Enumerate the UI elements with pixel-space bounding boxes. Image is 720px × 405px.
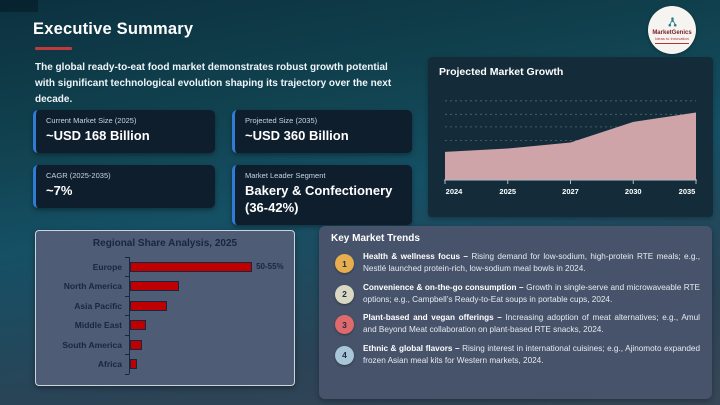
stat-label: Market Leader Segment [245, 170, 326, 180]
regional-share-card: Regional Share Analysis, 2025 Europe 50-… [35, 230, 295, 386]
bar-row-north-america: North America [46, 276, 284, 296]
company-logo: MarketGenics Ideas to Innovation [648, 6, 696, 54]
bar [130, 300, 168, 311]
stat-label: CAGR (2025-2035) [46, 170, 111, 180]
trend-item-2: 2 Convenience & on-the-go consumption – … [331, 282, 700, 307]
corner-accent [0, 0, 38, 12]
bar-category-label: Europe [92, 261, 122, 272]
bar [130, 359, 137, 370]
area-chart: 2024 2025 2027 2030 2035 [439, 82, 702, 198]
bar-row-europe: Europe 50-55% [46, 256, 284, 277]
x-tick-label: 2030 [625, 187, 642, 196]
bar-chart: Europe 50-55% North America Asia Pacific… [46, 256, 284, 374]
trend-title: Convenience & on-the-go consumption – [363, 282, 524, 292]
trend-number-badge: 4 [335, 345, 354, 365]
growth-chart-title: Projected Market Growth [439, 66, 564, 78]
key-market-trends-panel: Key Market Trends 1 Health & wellness fo… [319, 226, 712, 399]
trend-item-3: 3 Plant-based and vegan offerings – Incr… [331, 312, 700, 337]
trends-heading: Key Market Trends [331, 233, 420, 244]
trend-title: Plant-based and vegan offerings – [363, 313, 502, 323]
area-series [445, 112, 696, 180]
bar-category-label: South America [62, 339, 122, 350]
trend-body: Rising demand for low-sodium, high-prote… [363, 252, 700, 274]
stat-value: ~7% [46, 182, 73, 198]
stat-label: Current Market Size (2025) [46, 116, 137, 125]
bar-data-label: 50-55% [256, 262, 284, 272]
regional-chart-title: Regional Share Analysis, 2025 [92, 238, 238, 249]
stats-grid: Current Market Size (2025) ~USD 168 Bill… [33, 110, 413, 225]
bar-row-africa: Africa [46, 354, 284, 374]
molecule-icon [667, 17, 677, 27]
bar [130, 261, 253, 272]
trend-number-badge: 1 [335, 254, 354, 273]
bar [130, 339, 142, 350]
x-tick-label: 2024 [446, 187, 464, 196]
stat-value: ~USD 168 Billion [46, 128, 150, 143]
stat-card-cagr: CAGR (2025-2035) ~7% [33, 164, 215, 208]
page-title: Executive Summary [33, 20, 194, 38]
bar-category-label: Asia Pacific [74, 300, 122, 311]
x-tick-label: 2035 [679, 187, 696, 196]
stat-card-leader-segment: Market Leader Segment Bakery & Confectio… [232, 164, 412, 225]
trend-number-badge: 3 [335, 315, 354, 335]
stat-value: Bakery & Confectionery (36-42%) [245, 182, 393, 215]
area-chart-svg: 2024 2025 2027 2030 2035 [444, 100, 697, 196]
x-tick-label: 2025 [499, 187, 516, 196]
bar-category-label: Middle East [74, 320, 122, 331]
trend-title: Health & wellness focus – [363, 252, 468, 261]
bar-row-middle-east: Middle East [46, 315, 284, 335]
stat-card-current-market-size: Current Market Size (2025) ~USD 168 Bill… [33, 110, 215, 153]
stat-value: ~USD 360 Billion [245, 128, 349, 143]
bar-category-label: Africa [97, 359, 122, 370]
intro-text: The global ready-to-eat food market demo… [35, 62, 392, 105]
trend-body: Rising interest in international cuisine… [363, 343, 700, 366]
stat-label: Projected Size (2035) [245, 116, 318, 125]
x-tick-label: 2027 [562, 187, 579, 196]
trend-title: Ethnic & global flavors – [363, 343, 460, 353]
bar-category-label: North America [63, 281, 122, 292]
trend-body: Growth in single-serve and microwaveable… [363, 282, 700, 304]
stat-card-projected-size: Projected Size (2035) ~USD 360 Billion [232, 110, 412, 153]
trend-item-4: 4 Ethnic & global flavors – Rising inter… [331, 343, 700, 368]
trend-number-badge: 2 [335, 284, 354, 304]
title-underline [35, 47, 72, 50]
bar [130, 281, 179, 292]
trend-item-1: 1 Health & wellness focus – Rising deman… [331, 251, 700, 276]
bar-row-asia-pacific: Asia Pacific [46, 295, 284, 316]
logo-tagline: Ideas to Innovation [655, 36, 689, 44]
bar [130, 320, 147, 331]
trend-body: Increasing adoption of meat alternatives… [363, 313, 700, 335]
bar-row-south-america: South America [46, 334, 284, 355]
projected-market-growth-panel: Projected Market Growth 2024 2025 2027 2030… [428, 57, 713, 217]
logo-name: MarketGenics [652, 30, 692, 37]
